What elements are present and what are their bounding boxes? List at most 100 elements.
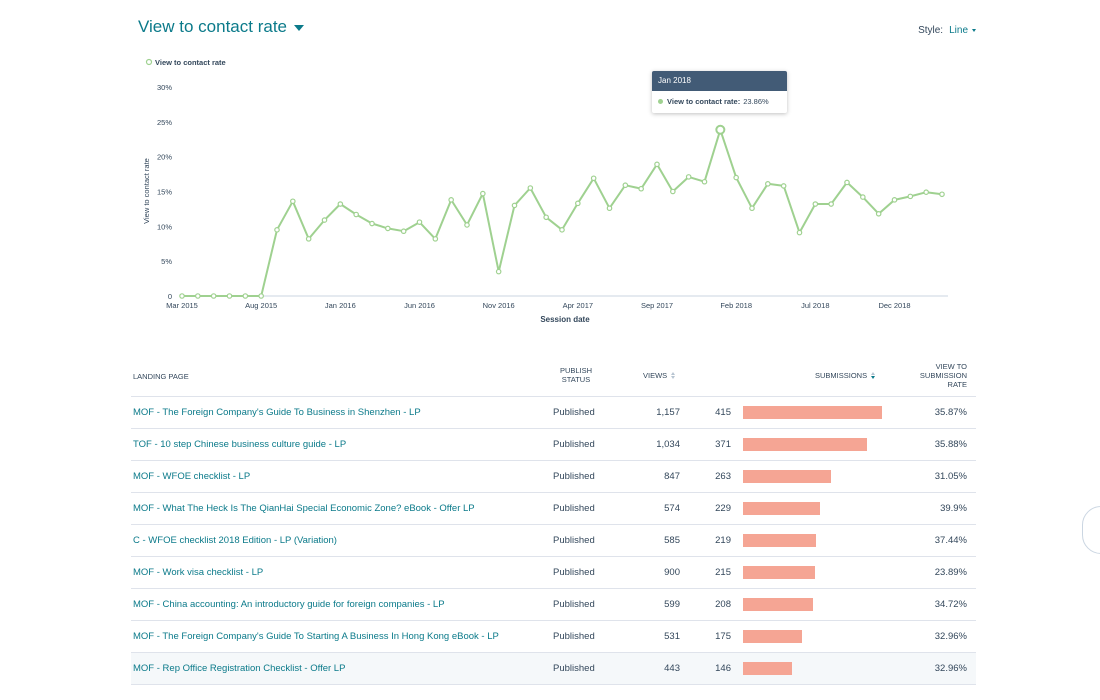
- data-point[interactable]: [226, 293, 233, 299]
- rate-value: 37.44%: [934, 535, 967, 546]
- data-point[interactable]: [464, 222, 470, 228]
- landing-page-link[interactable]: MOF - Rep Office Registration Checklist …: [133, 663, 346, 674]
- style-value: Line: [949, 25, 968, 36]
- submissions-value: 219: [715, 535, 731, 546]
- style-dropdown[interactable]: Line: [949, 25, 976, 36]
- x-tick-label: Apr 2017: [563, 301, 593, 310]
- data-point[interactable]: [907, 193, 914, 200]
- data-point[interactable]: [369, 220, 375, 227]
- data-point[interactable]: [353, 211, 359, 218]
- data-point[interactable]: [860, 194, 866, 200]
- data-point[interactable]: [527, 185, 534, 191]
- data-point[interactable]: [385, 225, 391, 232]
- data-point[interactable]: [733, 174, 739, 181]
- column-header-views[interactable]: VIEWS: [643, 371, 676, 380]
- landing-page-link[interactable]: MOF - WFOE checklist - LP: [133, 471, 251, 482]
- data-point[interactable]: [448, 197, 454, 203]
- report-title-dropdown[interactable]: View to contact rate: [138, 17, 304, 37]
- column-header-submissions[interactable]: SUBMISSIONS: [815, 371, 876, 380]
- data-point[interactable]: [939, 191, 945, 198]
- data-point[interactable]: [195, 293, 201, 299]
- data-point[interactable]: [749, 205, 755, 212]
- data-point[interactable]: [511, 202, 518, 209]
- data-point[interactable]: [179, 293, 185, 299]
- scroll-handle[interactable]: [1082, 506, 1100, 554]
- data-point[interactable]: [654, 161, 660, 168]
- legend[interactable]: View to contact rate: [145, 58, 226, 67]
- y-axis: 0 5% 10% 15% 20% 25% 30%: [157, 83, 172, 301]
- y-tick-label: 0: [168, 292, 172, 301]
- data-point[interactable]: [495, 268, 502, 275]
- x-tick-label: Mar 2015: [166, 301, 198, 310]
- data-point[interactable]: [891, 197, 898, 203]
- submissions-value: 371: [715, 439, 731, 450]
- data-point[interactable]: [796, 229, 803, 236]
- landing-page-link[interactable]: MOF - The Foreign Company's Guide To Bus…: [133, 407, 421, 418]
- chart-tooltip: Jan 2018 View to contact rate: 23.86%: [652, 71, 787, 113]
- x-tick-label: Nov 2016: [483, 301, 515, 310]
- tooltip-month: Jan 2018: [652, 71, 787, 91]
- data-point-highlighted[interactable]: [715, 124, 726, 135]
- rate-value: 35.87%: [934, 407, 967, 418]
- data-point[interactable]: [480, 190, 486, 197]
- data-point[interactable]: [701, 178, 708, 185]
- data-point[interactable]: [622, 182, 629, 189]
- table-header: LANDING PAGE PUBLISH STATUS VIEWS SUBMIS…: [131, 354, 976, 397]
- data-point[interactable]: [559, 227, 565, 233]
- y-tick-label: 5%: [161, 257, 172, 266]
- data-point[interactable]: [606, 205, 613, 212]
- rate-value: 35.88%: [934, 439, 967, 450]
- data-point[interactable]: [685, 174, 692, 180]
- column-header-landing-page: LANDING PAGE: [133, 372, 189, 381]
- submissions-value: 229: [715, 503, 731, 514]
- data-point[interactable]: [638, 185, 644, 192]
- report-title: View to contact rate: [138, 17, 287, 36]
- landing-page-link[interactable]: TOF - 10 step Chinese business culture g…: [133, 439, 347, 450]
- landing-page-link[interactable]: MOF - What The Heck Is The QianHai Speci…: [133, 503, 475, 514]
- data-point[interactable]: [432, 236, 439, 242]
- data-point[interactable]: [274, 227, 280, 233]
- landing-page-link[interactable]: MOF - The Foreign Company's Guide To Sta…: [133, 631, 499, 642]
- caret-down-icon: [294, 24, 304, 31]
- rate-value: 23.89%: [934, 567, 967, 578]
- data-point[interactable]: [590, 175, 597, 182]
- data-point[interactable]: [305, 236, 312, 242]
- rate-value: 32.96%: [934, 663, 967, 674]
- data-point[interactable]: [258, 293, 264, 299]
- data-point[interactable]: [400, 228, 407, 235]
- rate-value: 32.96%: [934, 631, 967, 642]
- data-point[interactable]: [290, 198, 296, 205]
- data-point[interactable]: [543, 214, 549, 221]
- views-value: 585: [664, 535, 680, 546]
- x-tick-label: Dec 2018: [878, 301, 910, 310]
- data-point[interactable]: [875, 210, 882, 217]
- publish-status: Published: [553, 439, 595, 450]
- data-point[interactable]: [828, 201, 834, 207]
- data-point[interactable]: [780, 183, 787, 189]
- data-point[interactable]: [242, 293, 249, 299]
- data-point[interactable]: [765, 181, 771, 187]
- landing-page-link[interactable]: C - WFOE checklist 2018 Edition - LP (Va…: [133, 535, 337, 546]
- data-point[interactable]: [844, 179, 850, 186]
- x-tick-label: Jun 2016: [404, 301, 435, 310]
- x-tick-label: Aug 2015: [245, 301, 277, 310]
- data-point[interactable]: [812, 201, 819, 207]
- views-value: 847: [664, 471, 680, 482]
- column-header-view-to-submission-rate: VIEW TO SUBMISSION RATE: [919, 362, 967, 389]
- submissions-value: 175: [715, 631, 731, 642]
- x-tick-label: Jul 2018: [801, 301, 829, 310]
- data-point[interactable]: [337, 201, 344, 207]
- data-point[interactable]: [210, 293, 217, 299]
- data-point[interactable]: [923, 189, 929, 195]
- data-point[interactable]: [670, 188, 676, 195]
- views-value: 900: [664, 567, 680, 578]
- sort-icon: [671, 372, 676, 379]
- submissions-bar: [743, 438, 867, 451]
- landing-page-link[interactable]: MOF - China accounting: An introductory …: [133, 599, 445, 610]
- y-tick-label: 30%: [157, 83, 172, 92]
- landing-page-link[interactable]: MOF - Work visa checklist - LP: [133, 567, 264, 578]
- line-chart: View to contact rate 05%10%15%20%25%30% …: [142, 58, 948, 324]
- data-point[interactable]: [575, 200, 581, 207]
- data-point[interactable]: [321, 217, 328, 223]
- data-point[interactable]: [416, 219, 423, 225]
